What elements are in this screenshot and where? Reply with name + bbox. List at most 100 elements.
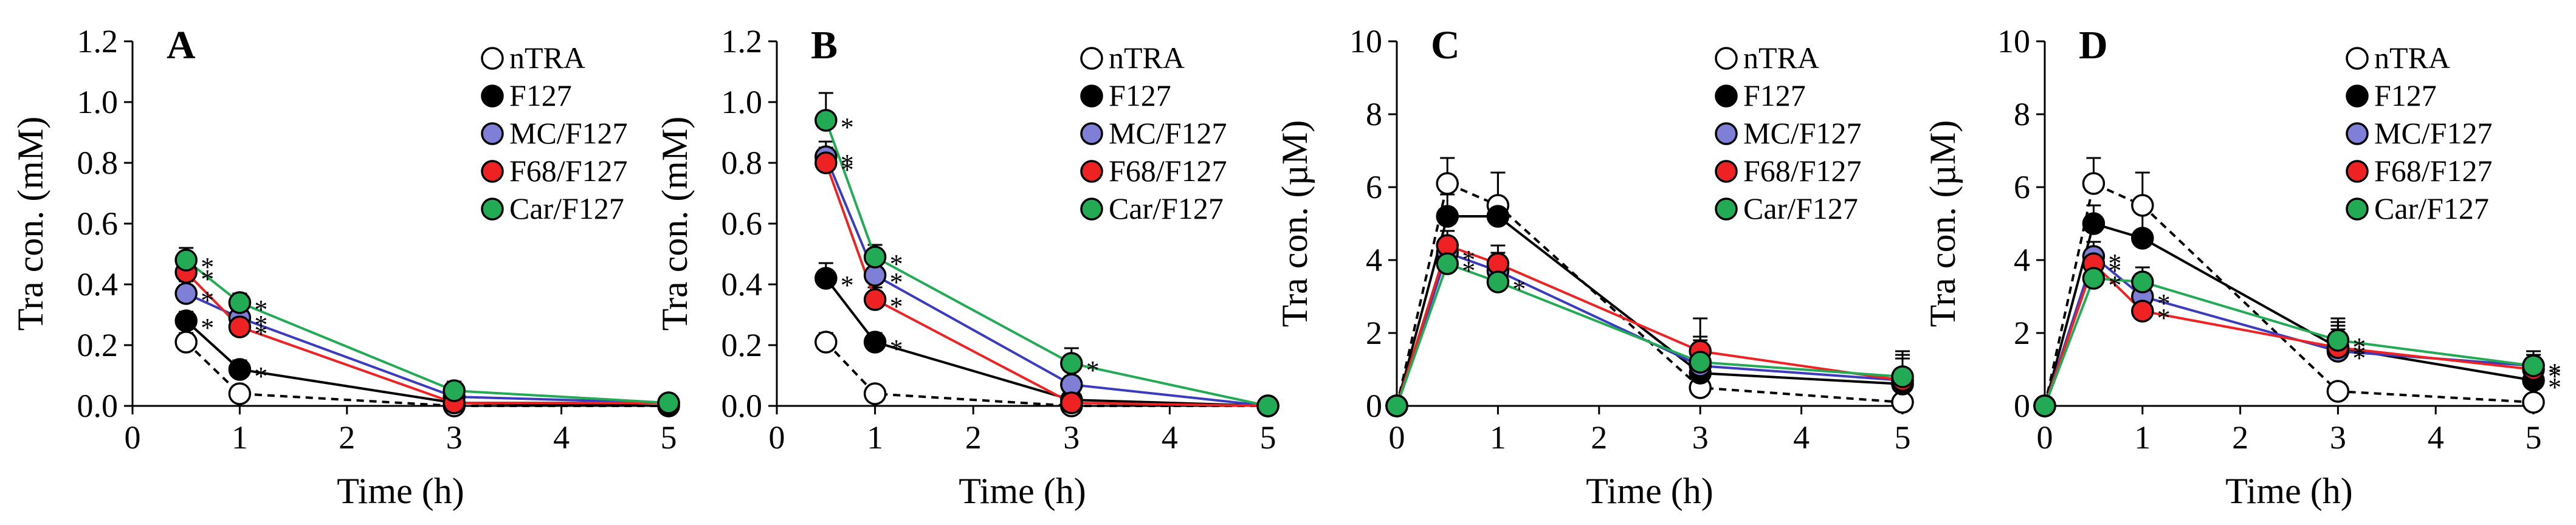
significance-marker: * <box>201 264 214 294</box>
series-line <box>824 162 1269 407</box>
y-tick-label: 0.2 <box>721 327 763 363</box>
series-line <box>824 156 1269 407</box>
significance-marker: * <box>201 286 214 315</box>
legend-marker <box>2346 84 2369 108</box>
panel-letter: B <box>811 23 838 67</box>
x-tick-label: 4 <box>2428 419 2444 456</box>
legend-label: nTRA <box>1109 41 1185 75</box>
series-line <box>185 292 669 404</box>
panel-b: 0.0 0.2 0.4 0.6 0.8 1.0 1.2 0 1 2 3 4 5 Time (h) Tra c… <box>655 23 1279 511</box>
y-tick-label: 4 <box>2014 242 2030 278</box>
x-tick-label: 0 <box>125 419 141 456</box>
series-line <box>185 259 669 404</box>
legend-label: F68/F127 <box>1743 154 1862 188</box>
significance-marker: * <box>2548 372 2561 402</box>
significance-marker: * <box>2157 303 2171 333</box>
significance-marker: * <box>1086 355 1100 385</box>
data-point <box>2131 194 2154 217</box>
data-point <box>863 331 887 354</box>
legend-marker <box>481 160 504 183</box>
legend-marker <box>481 197 504 221</box>
legend-marker <box>2346 197 2369 221</box>
data-point <box>2522 391 2545 414</box>
significance-marker: * <box>1462 245 1475 275</box>
data-point <box>2082 212 2106 235</box>
series-mc-f127 <box>179 280 676 404</box>
significance-marker: * <box>2548 362 2561 391</box>
data-point <box>1060 391 1083 414</box>
x-tick-label: 4 <box>553 419 570 456</box>
x-tick-label: 3 <box>2330 419 2346 456</box>
y-axis-title: Tra con. (µM) <box>1275 120 1315 328</box>
data-point <box>174 282 198 305</box>
legend-label: nTRA <box>2374 41 2450 75</box>
data-point <box>174 309 198 332</box>
series-line <box>824 120 1269 407</box>
data-point <box>2131 227 2154 250</box>
data-point <box>1256 394 1279 417</box>
y-tick-label: 0.2 <box>77 327 119 363</box>
series-f68-f127 <box>179 259 676 404</box>
panel-a: 0.0 0.2 0.4 0.6 0.8 1.0 1.2 0 1 2 3 4 5 Time (h) Tra c… <box>10 23 680 511</box>
data-point <box>443 379 466 402</box>
legend-label: nTRA <box>1743 41 1819 75</box>
x-axis-title: Time (h) <box>1586 471 1713 511</box>
legend-label: Car/F127 <box>1743 191 1858 225</box>
data-point <box>2522 354 2545 377</box>
y-tick-label: 2 <box>1366 315 1382 351</box>
x-tick-label: 0 <box>1389 419 1405 456</box>
legend-label: MC/F127 <box>1109 116 1227 150</box>
data-point <box>174 249 198 272</box>
y-tick-label: 0.6 <box>721 205 763 242</box>
significance-marker: * <box>2157 289 2171 318</box>
y-tick-label: 0.4 <box>721 266 763 303</box>
significance-marker: * <box>2352 340 2366 369</box>
y-tick-label: 4 <box>1366 242 1382 278</box>
y-tick-label: 0.0 <box>721 388 763 424</box>
legend-marker <box>1080 122 1103 145</box>
legend-marker <box>1080 160 1103 183</box>
y-tick-label: 0 <box>2014 388 2030 424</box>
data-point <box>228 291 252 314</box>
legend-label: Car/F127 <box>1109 191 1224 225</box>
x-tick-label: 1 <box>867 419 883 456</box>
data-point <box>814 109 838 132</box>
legend-label: F127 <box>1743 78 1806 112</box>
data-point <box>2326 380 2350 403</box>
significance-marker: * <box>201 313 214 343</box>
legend-marker <box>481 122 504 145</box>
legend-label: Car/F127 <box>509 191 624 225</box>
series-line <box>825 341 1268 407</box>
significance-marker: * <box>890 267 903 297</box>
significance-marker: * <box>841 149 854 179</box>
x-tick-label: 3 <box>1063 419 1080 456</box>
data-point <box>2326 329 2350 352</box>
x-tick-label: 2 <box>965 419 982 456</box>
legend-label: MC/F127 <box>509 116 628 150</box>
series-line <box>825 277 1269 407</box>
significance-marker: * <box>890 292 903 321</box>
x-tick-label: 5 <box>661 419 677 456</box>
data-point <box>863 382 887 405</box>
data-point <box>2033 394 2056 417</box>
data-point <box>1436 205 1459 228</box>
series-ntra <box>179 332 676 407</box>
significance-marker: * <box>2108 256 2121 286</box>
series-f127 <box>179 311 676 407</box>
significance-marker: * <box>2548 358 2561 388</box>
series-line <box>185 271 669 404</box>
significance-marker: * <box>890 249 903 279</box>
data-point <box>2131 300 2154 323</box>
significance-marker: * <box>2352 343 2366 373</box>
y-tick-label: 0.4 <box>77 266 119 303</box>
x-axis-title: Time (h) <box>959 471 1086 511</box>
data-point <box>1486 205 1510 228</box>
legend-marker <box>2346 122 2369 145</box>
x-tick-label: 3 <box>446 419 463 456</box>
data-point <box>1891 365 1914 388</box>
significance-marker: * <box>254 295 267 324</box>
y-axis-title: Tra con. (mM) <box>655 117 695 331</box>
legend-label: F127 <box>2374 78 2437 112</box>
